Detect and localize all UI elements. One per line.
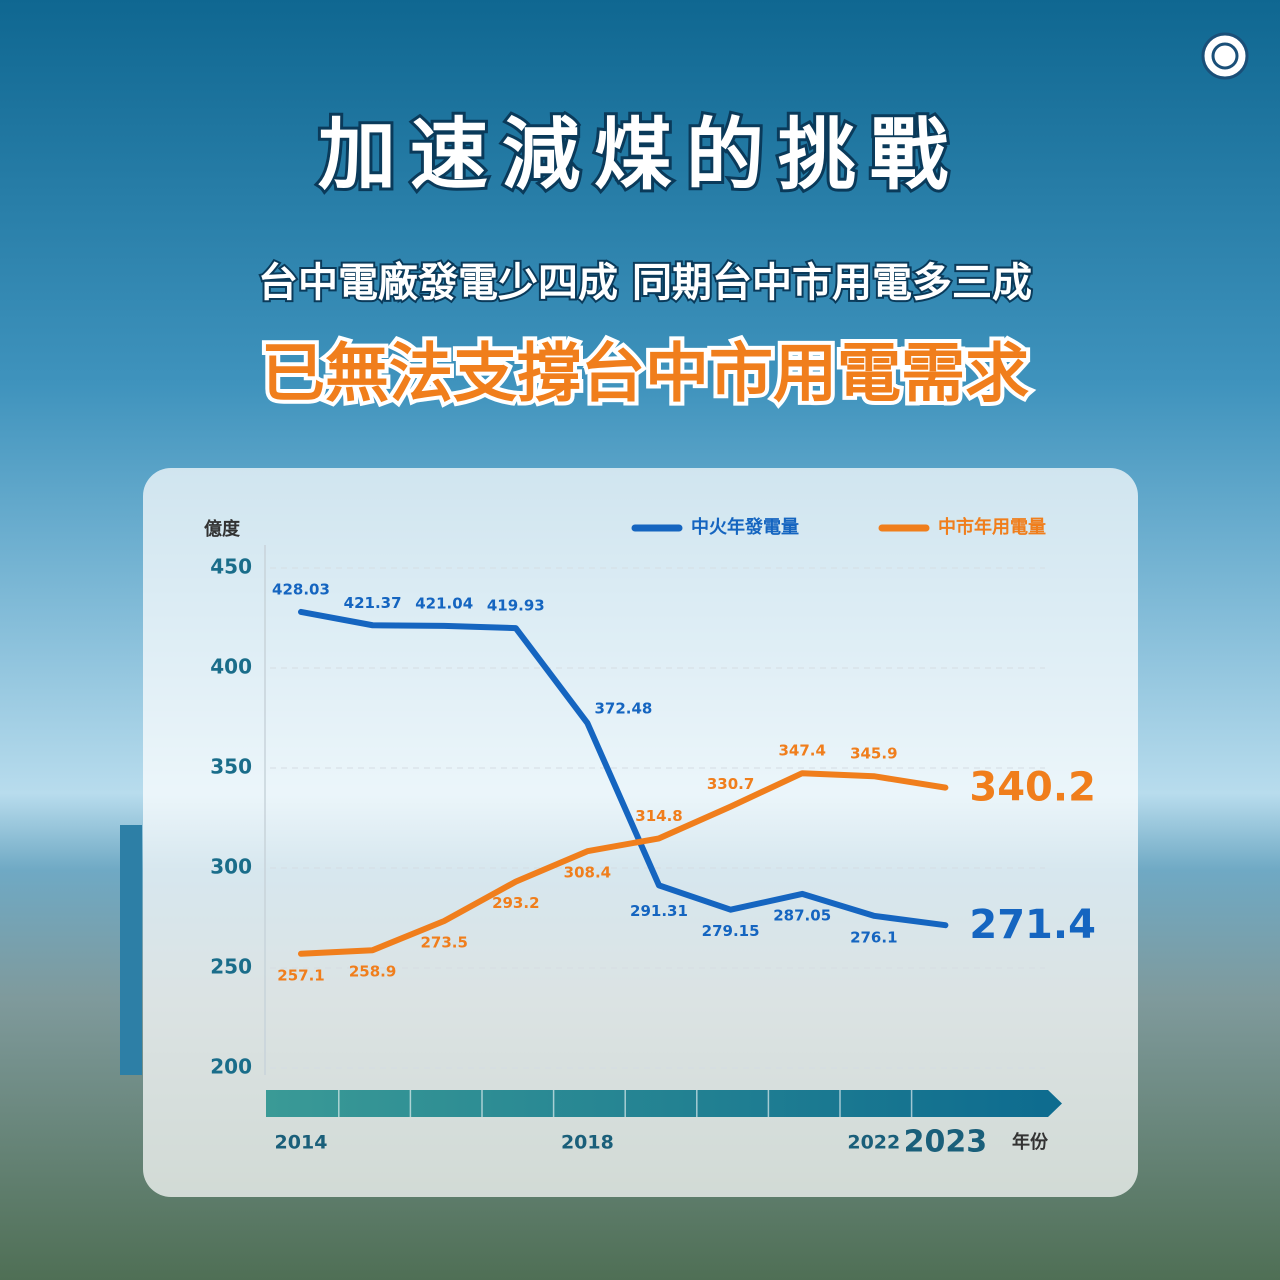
chimney xyxy=(120,825,142,1075)
chart-card xyxy=(143,468,1138,1197)
y-tick-label: 200 xyxy=(210,1055,252,1079)
x-tick-label: 2018 xyxy=(561,1132,614,1154)
line-series xyxy=(298,608,949,929)
value-label: 372.48 xyxy=(594,700,652,718)
value-label: 293.2 xyxy=(492,894,539,912)
value-label: 273.5 xyxy=(420,934,467,952)
y-tick-label: 350 xyxy=(210,755,252,779)
y-tick-label: 450 xyxy=(210,555,252,579)
value-label: 330.7 xyxy=(707,775,754,793)
value-label: 347.4 xyxy=(778,742,825,760)
headline: 已無法支撐台中市用電需求 xyxy=(261,338,1029,412)
value-label: 258.9 xyxy=(349,963,396,981)
value-label: 421.37 xyxy=(344,594,402,612)
value-label: 421.04 xyxy=(415,594,473,612)
subtitle: 台中電廠發電少四成 同期台中市用電多三成 xyxy=(258,260,1032,306)
x-axis-label: 年份 xyxy=(1012,1131,1049,1153)
title: 加速減煤的挑戰 xyxy=(318,110,962,200)
value-label: 428.03 xyxy=(272,580,330,598)
logo-inner xyxy=(1211,42,1239,70)
value-label: 276.1 xyxy=(850,928,897,946)
value-label: 419.93 xyxy=(487,597,545,615)
x-tick-label: 2023 xyxy=(904,1125,988,1160)
y-tick-label: 400 xyxy=(210,655,252,679)
y-tick-label: 300 xyxy=(210,855,252,879)
timeline-band xyxy=(266,1090,1062,1117)
value-label-final: 340.2 xyxy=(969,765,1096,811)
legend-label: 中火年發電量 xyxy=(691,516,799,538)
legend-label: 中市年用電量 xyxy=(938,516,1046,538)
y-axis-label: 億度 xyxy=(204,518,241,540)
x-tick-label: 2014 xyxy=(275,1132,328,1154)
logo xyxy=(1201,32,1249,80)
value-label: 291.31 xyxy=(630,902,688,920)
value-label-final: 271.4 xyxy=(969,902,1096,948)
value-label: 287.05 xyxy=(773,906,831,924)
value-label: 257.1 xyxy=(277,966,324,984)
value-label: 314.8 xyxy=(635,807,682,825)
value-label: 279.15 xyxy=(702,922,760,940)
x-tick-label: 2022 xyxy=(847,1132,900,1154)
y-tick-label: 250 xyxy=(210,955,252,979)
value-label: 345.9 xyxy=(850,745,897,763)
line-series xyxy=(298,770,949,957)
value-label: 308.4 xyxy=(564,864,611,882)
